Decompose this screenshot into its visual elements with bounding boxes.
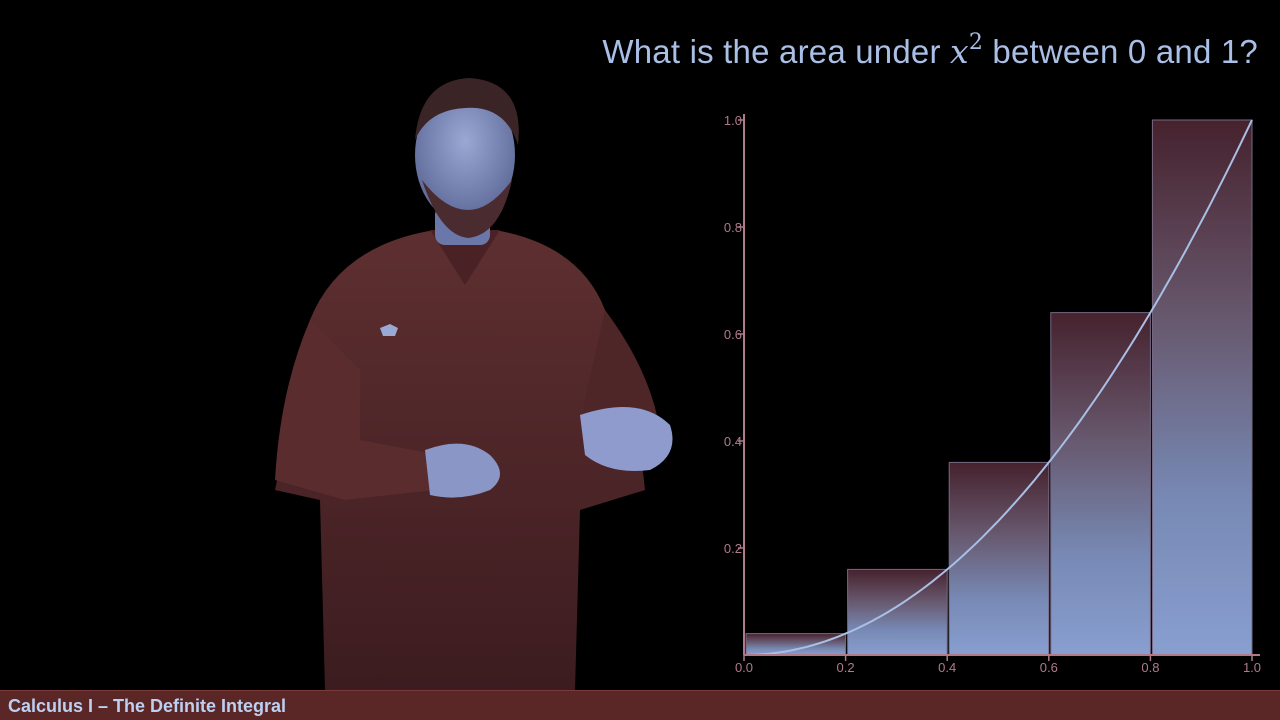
title-exponent: 2 <box>968 30 984 55</box>
title-variable: x2 <box>950 30 984 71</box>
x-tick-label: 0.8 <box>1141 660 1159 675</box>
y-tick-label: 0.2 <box>724 541 742 556</box>
presenter-hair <box>415 78 519 145</box>
presenter-right-hand <box>580 407 673 471</box>
title-suffix: between 0 and 1? <box>983 33 1258 70</box>
slide-title: What is the area under x2 between 0 and … <box>602 30 1258 71</box>
ticks-layer: 0.0 0.2 0.4 0.6 0.8 1.0 0.2 0.4 0.6 0.8 1.0 <box>724 113 1261 675</box>
x-tick-label: 0.2 <box>837 660 855 675</box>
x-tick-label: 1.0 <box>1243 660 1261 675</box>
curve-x-squared <box>743 119 1253 656</box>
title-prefix: What is the area under <box>602 33 951 70</box>
bar-1 <box>745 633 847 656</box>
footer-bar: Calculus I – The Definite Integral <box>0 690 1280 720</box>
x-tick-label: 0.0 <box>735 660 753 675</box>
presenter-image <box>275 78 673 690</box>
y-tick-label: 1.0 <box>724 113 742 128</box>
presenter-logo <box>380 324 398 336</box>
bars-layer <box>745 119 1253 656</box>
title-variable-x: x <box>950 32 969 71</box>
presenter-head <box>415 87 515 223</box>
curve-layer <box>743 119 1253 656</box>
presenter-left-arm <box>275 320 440 500</box>
x-tick-label: 0.6 <box>1040 660 1058 675</box>
presenter-left-hand <box>425 443 500 498</box>
bar-4 <box>1050 312 1151 656</box>
bar-2 <box>847 568 948 656</box>
y-tick-label: 0.8 <box>724 220 742 235</box>
bar-5 <box>1151 119 1253 656</box>
riemann-sum-chart: 0.0 0.2 0.4 0.6 0.8 1.0 0.2 0.4 0.6 0.8 1.0 <box>724 113 1261 675</box>
presenter-beard <box>422 180 512 238</box>
x-tick-label: 0.4 <box>938 660 956 675</box>
axes-layer <box>743 114 1260 656</box>
bar-3 <box>948 461 1050 656</box>
y-tick-label: 0.6 <box>724 327 742 342</box>
y-tick-label: 0.4 <box>724 434 742 449</box>
course-label: Calculus I – The Definite Integral <box>8 696 287 716</box>
